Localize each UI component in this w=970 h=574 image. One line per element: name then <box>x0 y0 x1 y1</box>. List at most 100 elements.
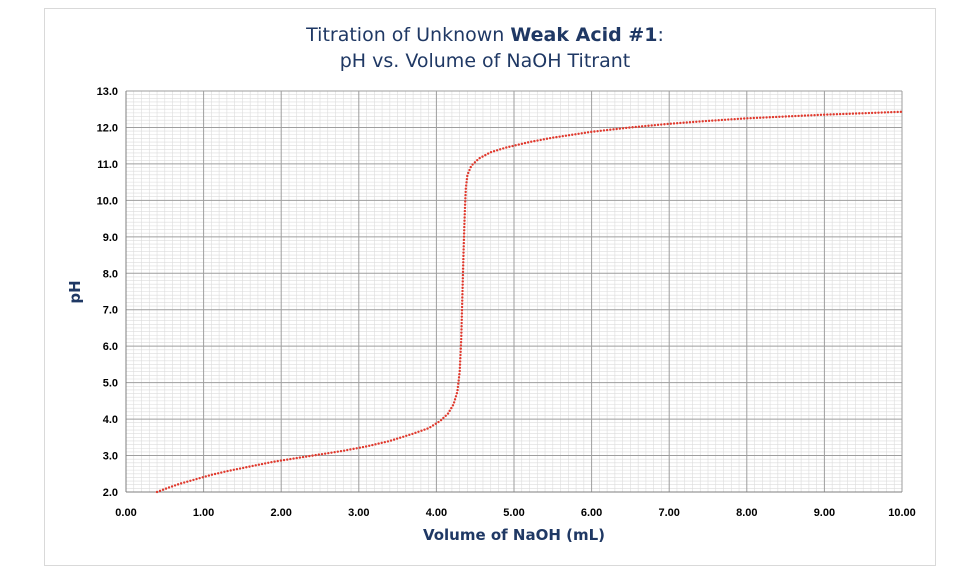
series-ph-curve <box>155 110 903 494</box>
data-point <box>461 299 464 302</box>
data-point <box>502 147 505 150</box>
data-point <box>389 439 393 442</box>
data-point <box>564 134 568 137</box>
data-point <box>456 385 460 389</box>
data-point <box>460 302 464 306</box>
data-point <box>829 113 832 116</box>
data-point <box>463 203 467 206</box>
chart-title-bold: Weak Acid #1 <box>510 24 658 46</box>
data-point <box>462 232 466 235</box>
data-point <box>612 128 615 131</box>
y-tick-label: 11.0 <box>97 159 118 171</box>
data-point <box>176 483 180 486</box>
data-point <box>464 193 467 197</box>
data-point <box>461 296 464 299</box>
chart-title-prefix: Titration of Unknown <box>306 24 511 46</box>
data-point <box>463 225 466 229</box>
data-point <box>298 456 302 459</box>
data-point <box>845 112 848 116</box>
data-point <box>257 463 261 466</box>
data-point <box>270 460 273 464</box>
chart-title-suffix: : <box>657 24 664 46</box>
data-point <box>558 135 561 138</box>
data-point <box>460 331 463 334</box>
data-point <box>478 156 481 160</box>
data-point <box>870 111 874 115</box>
data-point <box>463 219 466 222</box>
data-point <box>675 122 679 125</box>
data-point <box>653 123 657 127</box>
data-point <box>223 470 226 474</box>
data-point <box>377 442 380 445</box>
data-point <box>434 422 437 425</box>
data-point <box>245 466 248 469</box>
x-tick-label: 7.00 <box>658 507 679 519</box>
data-point <box>877 111 880 114</box>
data-point <box>746 117 749 120</box>
y-tick-label: 4.0 <box>103 414 118 426</box>
data-point <box>886 111 890 114</box>
data-point <box>548 136 552 140</box>
data-point <box>304 455 308 458</box>
data-point <box>656 123 660 127</box>
data-point <box>542 138 546 141</box>
data-point <box>368 444 371 447</box>
data-point <box>460 309 464 312</box>
data-point <box>460 315 464 318</box>
data-point <box>457 382 460 385</box>
data-point <box>201 476 204 479</box>
data-point <box>408 433 411 437</box>
data-point <box>720 118 724 122</box>
data-point <box>463 216 466 219</box>
data-point <box>460 312 464 315</box>
data-point <box>768 116 771 119</box>
data-point <box>577 132 580 135</box>
data-point <box>392 438 396 441</box>
data-point <box>498 148 502 151</box>
data-point <box>618 127 622 130</box>
data-point <box>452 401 456 404</box>
data-point <box>364 445 368 448</box>
data-point <box>484 153 487 157</box>
data-point <box>762 116 765 119</box>
data-point <box>426 427 429 430</box>
data-point <box>822 113 826 116</box>
data-point <box>896 110 899 114</box>
data-point <box>458 369 461 373</box>
data-point <box>714 119 717 122</box>
data-point <box>423 428 426 431</box>
y-tick-labels: 2.0 3.0 4.0 5.0 6.0 7.0 8.0 9.0 10.0 11.0 12.0 13.0 <box>97 86 118 499</box>
data-point <box>666 122 669 126</box>
data-point <box>420 429 423 432</box>
x-tick-label: 6.00 <box>581 507 602 519</box>
data-point <box>459 347 462 350</box>
data-point <box>417 430 420 433</box>
data-point <box>819 113 823 117</box>
data-point <box>752 116 756 120</box>
data-point <box>459 350 462 354</box>
data-point <box>800 114 803 117</box>
data-point <box>465 181 468 184</box>
data-point <box>838 112 842 116</box>
data-point <box>899 110 903 114</box>
data-point <box>561 134 564 138</box>
data-point <box>660 123 663 126</box>
data-point <box>380 441 383 445</box>
x-tick-label: 10.00 <box>888 507 916 519</box>
data-point <box>386 440 390 443</box>
chart-title: Titration of Unknown Weak Acid #1: pH vs… <box>0 22 970 74</box>
data-point <box>511 144 514 148</box>
data-point <box>402 435 405 438</box>
data-point <box>457 376 461 379</box>
data-point <box>179 482 183 485</box>
data-point <box>460 321 463 325</box>
data-point <box>453 398 457 401</box>
data-point <box>596 129 599 133</box>
data-point <box>469 165 472 169</box>
x-tick-label: 0.00 <box>115 507 136 519</box>
data-point <box>460 328 463 331</box>
data-point <box>893 110 896 114</box>
data-point <box>355 447 358 450</box>
chart-title-line1: Titration of Unknown Weak Acid #1: <box>0 22 970 48</box>
data-point <box>867 111 871 115</box>
